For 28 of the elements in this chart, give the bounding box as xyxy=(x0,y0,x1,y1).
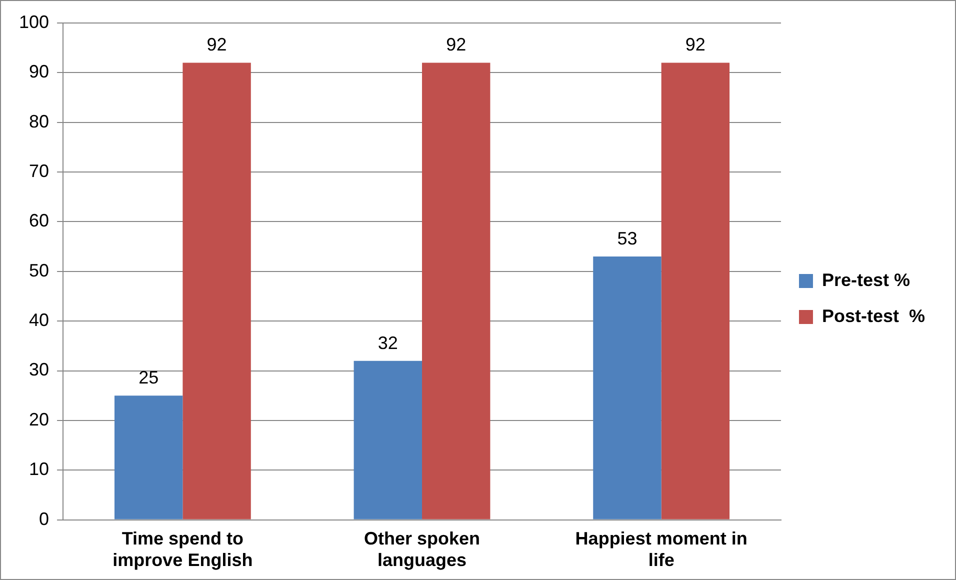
bar xyxy=(593,256,662,520)
y-tick-label: 50 xyxy=(29,260,50,280)
y-tick-label: 30 xyxy=(29,360,50,380)
legend-label: Pre-test % xyxy=(822,270,910,290)
y-tick-label: 40 xyxy=(29,310,50,330)
data-label: 92 xyxy=(446,34,466,55)
x-tick-label: Other spoken languages xyxy=(364,528,480,570)
y-tick-label: 100 xyxy=(18,12,50,32)
data-label: 92 xyxy=(685,34,706,55)
y-tick-label: 10 xyxy=(29,459,50,480)
legend-label: Post-test % xyxy=(822,306,926,326)
bar xyxy=(354,360,422,520)
y-tick-label: 20 xyxy=(29,409,50,430)
data-label: 32 xyxy=(378,332,398,353)
x-tick-label: Time spend to improve English xyxy=(112,528,253,570)
y-tick-label: 80 xyxy=(29,111,50,132)
y-tick-label: 90 xyxy=(29,62,50,82)
bar xyxy=(182,62,251,520)
bar xyxy=(661,62,730,520)
bar xyxy=(422,62,490,520)
y-tick-label: 60 xyxy=(29,210,50,231)
data-label: 92 xyxy=(206,34,227,55)
y-tick-label: 70 xyxy=(29,161,50,182)
bar xyxy=(114,396,183,520)
y-tick-label: 0 xyxy=(39,508,50,529)
data-label: 25 xyxy=(138,368,159,388)
x-tick-label: Happiest moment in life xyxy=(575,528,748,570)
data-label: 53 xyxy=(617,228,638,248)
